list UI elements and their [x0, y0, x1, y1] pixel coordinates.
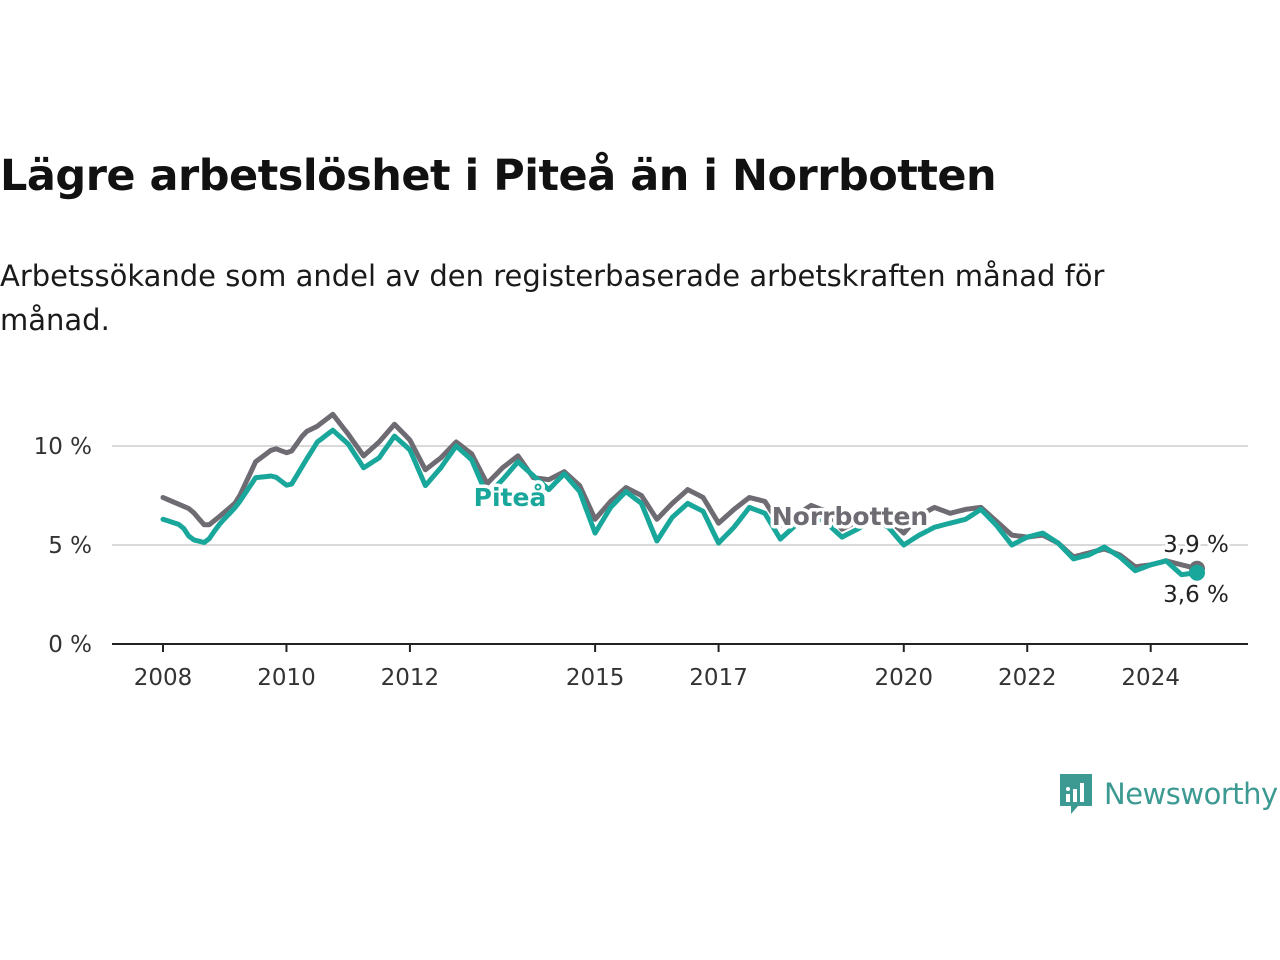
y-tick-label: 0 %: [48, 632, 92, 658]
newsworthy-brand: Newsworthy: [1058, 772, 1278, 816]
y-tick-label: 10 %: [34, 434, 92, 460]
series-label-norrbotten: Norrbotten: [772, 502, 928, 531]
series-label-pitea: Piteå: [474, 483, 547, 512]
x-tick-label: 2012: [381, 665, 440, 691]
chart-subtitle: Arbetssökande som andel av den registerb…: [0, 259, 1105, 337]
x-tick-label: 2020: [875, 665, 934, 691]
x-tick-label: 2015: [566, 665, 625, 691]
x-tick-label: 2024: [1121, 665, 1180, 691]
x-tick-label: 2010: [257, 665, 316, 691]
axes: 0 % 5 % 10 % 2008 2010 2012 2015 2017 2020 2022 20…: [34, 434, 1248, 691]
line-chart: 0 % 5 % 10 % 2008 2010 2012 2015 2017 2020 2022 20…: [34, 411, 1248, 691]
newsworthy-logo-icon: [1060, 774, 1092, 814]
y-tick-label: 5 %: [48, 533, 92, 559]
x-tick-label: 2017: [689, 665, 748, 691]
end-value-label-norrbotten: 3,9 %: [1163, 532, 1229, 558]
brand-name: Newsworthy: [1104, 777, 1278, 811]
series-labels: Norrbotten Piteå 3,9 % 3,6 %: [470, 480, 1231, 611]
x-tick-label: 2008: [134, 665, 193, 691]
series-lines: [160, 411, 1205, 581]
x-tick-label: 2022: [998, 665, 1057, 691]
end-value-label-pitea: 3,6 %: [1163, 582, 1229, 608]
series-end-point: [1189, 564, 1205, 581]
series-line-pitea: [160, 427, 1200, 578]
chart-title: Lägre arbetslöshet i Piteå än i Norrbott…: [0, 151, 997, 201]
